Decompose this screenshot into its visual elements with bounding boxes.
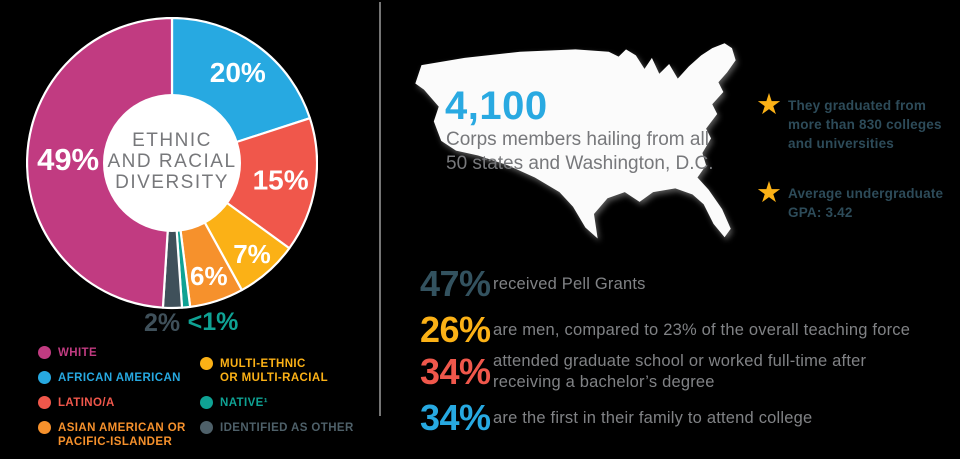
stat-value: 26% — [420, 309, 491, 350]
legend-item-identified-as-other: IDENTIFIED AS OTHER — [200, 421, 354, 435]
donut-label-latino-a: 15% — [253, 165, 309, 196]
stat-row-first-in-family: 34% are the first in their family to att… — [420, 397, 812, 439]
legend-item-asian-american: ASIAN AMERICAN OR PACIFIC-ISLANDER — [38, 421, 186, 449]
legend-dot-asian-american — [38, 421, 51, 434]
vertical-divider — [379, 2, 381, 416]
stat-description: are the first in their family to attend … — [493, 408, 813, 427]
legend-label: MULTI-ETHNIC OR MULTI-RACIAL — [220, 358, 328, 384]
legend-dot-latino — [38, 396, 51, 409]
legend-label: AFRICAN AMERICAN — [58, 372, 181, 384]
donut-center-title-line: DIVERSITY — [115, 172, 229, 193]
legend-label: WHITE — [58, 347, 98, 359]
star-fact-colleges: ★ They graduated from more than 830 coll… — [756, 89, 942, 153]
stat-row-graduate-school: 34% attended graduate school or worked f… — [420, 351, 866, 393]
legend-item-african-american: AFRICAN AMERICAN — [38, 371, 186, 385]
legend-item-latino: LATINO/A — [38, 396, 186, 410]
donut-center-title: ETHNIC AND RACIAL DIVERSITY — [92, 130, 252, 193]
legend-label: ASIAN AMERICAN OR PACIFIC-ISLANDER — [58, 422, 186, 448]
legend-label: IDENTIFIED AS OTHER — [220, 422, 354, 434]
stat-value: 34% — [420, 397, 491, 438]
stat-value: 47% — [420, 263, 491, 304]
donut-label-african-american: 20% — [210, 57, 266, 88]
usa-map — [415, 43, 736, 239]
donut-center-title-line: AND RACIAL — [107, 151, 237, 172]
usa-map-silhouette — [415, 43, 736, 239]
donut-chart: 20% 15% 7%6% <1% 2% 49% — [26, 17, 318, 337]
legend-item-native: NATIVE¹ — [200, 396, 354, 410]
legend-column-2: MULTI-ETHNIC OR MULTI-RACIAL NATIVE¹ IDE… — [200, 357, 354, 435]
legend-column-1: WHITE AFRICAN AMERICAN LATINO/A ASIAN AM… — [38, 346, 186, 449]
legend-label: LATINO/A — [58, 397, 115, 409]
legend-dot-identified-as-other — [200, 421, 213, 434]
legend-item-white: WHITE — [38, 346, 186, 360]
legend-dot-native — [200, 396, 213, 409]
donut-center-title-line: ETHNIC — [132, 130, 212, 151]
donut-label-multi-ethnic-or-multi-racial: 7% — [233, 239, 271, 269]
star-icon: ★ — [756, 177, 782, 209]
legend-dot-multi-ethnic — [200, 357, 213, 370]
donut-label-white: 49% — [37, 142, 99, 177]
corps-members-count: 4,100 — [445, 84, 548, 128]
star-fact-gpa: ★ Average undergraduate GPA: 3.42 — [756, 177, 944, 222]
stat-value: 34% — [420, 351, 491, 392]
corps-members-caption: Corps members hailing from all 50 states… — [446, 129, 714, 174]
donut-label-asian-american-or-pacific-islander: 6% — [190, 261, 228, 291]
donut-label-native: <1% — [188, 308, 239, 336]
donut-segment-latino-a — [170, 117, 318, 250]
stat-row-pell-grants: 47% received Pell Grants — [420, 263, 646, 305]
star-fact-text: Average undergraduate GPA: 3.42 — [788, 186, 944, 220]
star-icon: ★ — [756, 89, 782, 121]
stat-description: are men, compared to 23% of the overall … — [493, 320, 911, 339]
donut-label-identified-as-other: 2% — [144, 309, 180, 337]
stat-description: attended graduate school or worked full-… — [493, 352, 867, 391]
stat-row-men: 26% are men, compared to 23% of the over… — [420, 309, 910, 351]
legend-label: NATIVE¹ — [220, 397, 268, 409]
legend-dot-african-american — [38, 371, 51, 384]
star-fact-text: They graduated from more than 830 colleg… — [788, 98, 942, 151]
legend-dot-white — [38, 346, 51, 359]
donut-hole — [103, 94, 241, 232]
legend-item-multi-ethnic: MULTI-ETHNIC OR MULTI-RACIAL — [200, 357, 354, 385]
stat-description: received Pell Grants — [493, 274, 646, 293]
donut-segment-white — [26, 17, 174, 309]
